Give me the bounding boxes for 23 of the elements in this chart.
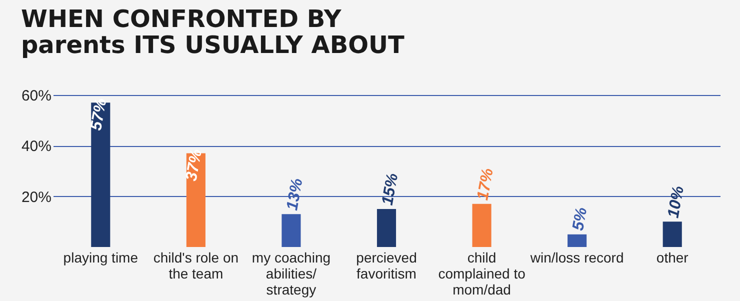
- x-tick-label: playing time: [63, 250, 138, 266]
- data-label: 37%: [183, 148, 206, 182]
- x-tick-label: child's role on the team: [153, 250, 239, 282]
- data-label: 13%: [284, 177, 306, 212]
- data-label: 57%: [88, 97, 110, 132]
- data-label: 17%: [474, 167, 497, 202]
- x-tick-label: child complained to mom/dad: [438, 250, 526, 298]
- bar: [568, 234, 587, 247]
- data-label: 5%: [570, 206, 591, 232]
- y-tick-label: 20%: [21, 188, 52, 206]
- data-label: 10%: [665, 184, 688, 220]
- bar: [662, 222, 682, 247]
- x-tick-label: percieved favoritism: [356, 250, 417, 282]
- chart-title: WHEN CONFRONTED BY parents ITS USUALLY ABOUT: [20, 5, 406, 59]
- x-tick-label: my coaching abilities/ strategy: [252, 250, 331, 298]
- bar: [376, 209, 396, 247]
- bar: [472, 204, 492, 247]
- y-tick-label: 60%: [21, 88, 52, 104]
- bar: [282, 214, 301, 247]
- data-label: 15%: [379, 172, 402, 207]
- x-tick-label: other: [656, 250, 689, 266]
- y-tick-label: 40%: [21, 138, 52, 156]
- x-tick-label: win/loss record: [529, 250, 624, 266]
